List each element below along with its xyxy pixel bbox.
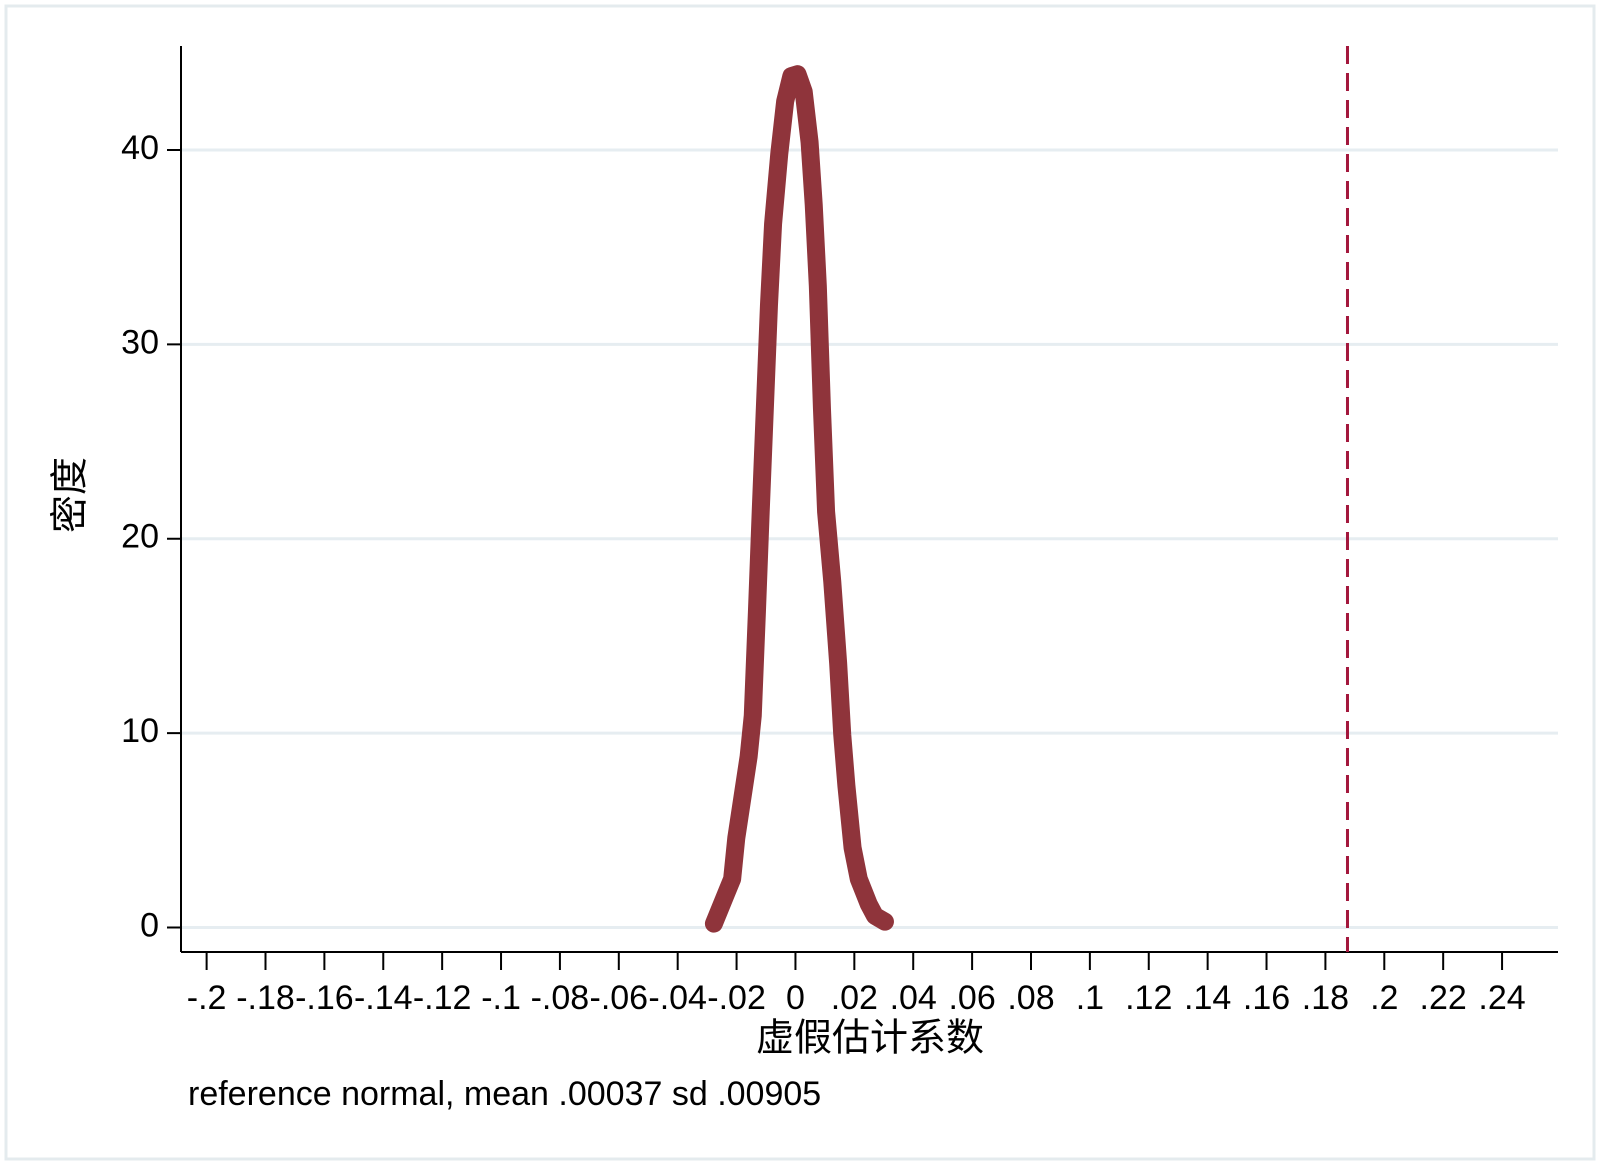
x-tick-label: -.2 xyxy=(187,979,227,1017)
y-tick-label: 0 xyxy=(140,906,159,944)
x-tick-label: .06 xyxy=(948,979,995,1017)
x-tick-label: .04 xyxy=(890,979,937,1017)
x-tick-label: .22 xyxy=(1420,979,1467,1017)
x-tick-label: -.02 xyxy=(707,979,766,1017)
x-tick-label: -.12 xyxy=(413,979,472,1017)
y-tick-label: 20 xyxy=(121,518,159,556)
x-tick-label: 0 xyxy=(786,979,805,1017)
x-tick-label: .18 xyxy=(1302,979,1349,1017)
x-tick-label: .02 xyxy=(831,979,878,1017)
y-tick-label: 10 xyxy=(121,712,159,750)
x-tick-label: -.04 xyxy=(648,979,707,1017)
x-tick-label: -.1 xyxy=(481,979,521,1017)
x-tick-label: -.08 xyxy=(531,979,590,1017)
chart-frame xyxy=(4,4,1596,1161)
density-curve xyxy=(704,65,894,933)
x-tick-label: -.06 xyxy=(590,979,649,1017)
y-axis-title: 密度 xyxy=(48,457,92,533)
x-tick-label: -.16 xyxy=(295,979,354,1017)
x-tick-label: .2 xyxy=(1370,979,1398,1017)
y-tick-label: 40 xyxy=(121,129,159,167)
x-tick-label: .08 xyxy=(1007,979,1054,1017)
x-tick-label: .24 xyxy=(1478,979,1525,1017)
x-tick-label: .14 xyxy=(1184,979,1231,1017)
x-tick-label: .12 xyxy=(1125,979,1172,1017)
x-tick-label: -.14 xyxy=(354,979,413,1017)
x-axis-title: 虚假估计系数 xyxy=(756,1016,984,1060)
x-tick-label: .16 xyxy=(1243,979,1290,1017)
note: reference normal, mean .00037 sd .00905 xyxy=(188,1075,821,1113)
x-tick-label: -.18 xyxy=(236,979,295,1017)
y-tick-label: 30 xyxy=(121,323,159,361)
x-tick-label: .1 xyxy=(1076,979,1104,1017)
